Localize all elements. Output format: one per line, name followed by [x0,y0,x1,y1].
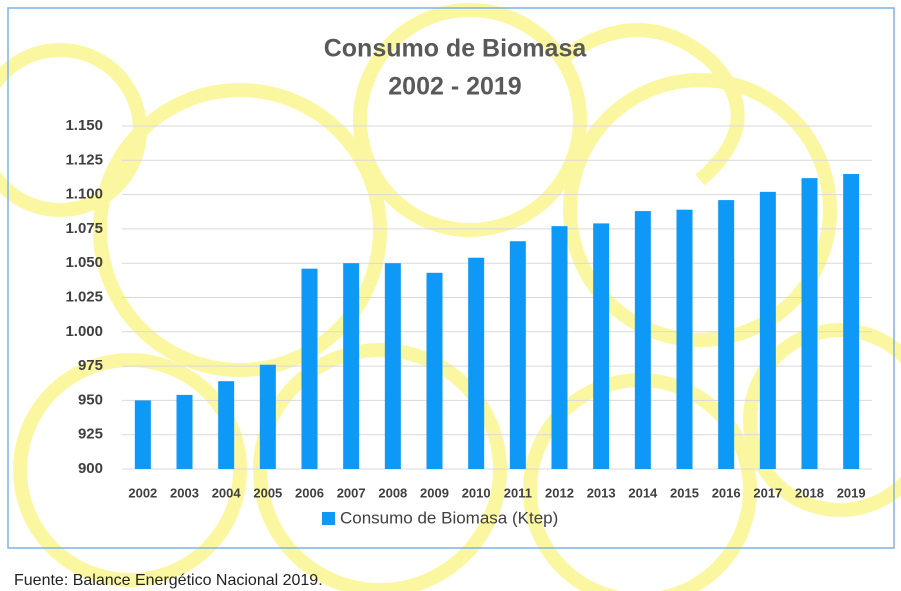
x-tick-label: 2015 [670,485,699,500]
y-tick-label: 1.000 [65,323,103,340]
y-tick-label: 1.150 [65,117,103,134]
x-tick-label: 2005 [253,485,282,500]
chart-subtitle: 2002 - 2019 [388,73,521,101]
x-tick-label: 2013 [587,485,616,500]
bar [176,394,193,469]
y-tick-label: 1.100 [65,186,103,203]
bar [551,226,568,469]
x-tick-label: 2017 [753,485,782,500]
bar [843,174,860,469]
x-tick-label: 2011 [504,485,532,500]
y-tick-label: 925 [78,426,103,443]
y-tick-label: 1.025 [65,288,103,305]
chart-title: Consumo de Biomasa [324,35,588,63]
bar [134,400,151,469]
x-tick-label: 2003 [170,485,199,500]
y-tick-label: 975 [78,357,103,374]
bar [634,211,651,469]
bar [384,263,401,469]
bar [468,257,485,469]
x-tick-label: 2019 [837,485,866,500]
x-tick-label: 2014 [628,485,658,500]
chart-border [7,7,895,549]
y-tick-label: 950 [78,391,103,408]
x-tick-label: 2004 [212,485,242,500]
bar [801,178,818,470]
x-tick-label: 2006 [295,485,324,500]
legend-swatch [322,512,335,525]
x-tick-label: 2008 [378,485,407,500]
bar [718,200,735,469]
bar [676,209,693,469]
x-tick-label: 2012 [545,485,574,500]
bar [759,191,776,469]
x-tick-label: 2009 [420,485,449,500]
x-tick-label: 2002 [128,485,157,500]
bar [593,223,610,469]
x-tick-label: 2016 [712,485,741,500]
bar [259,364,276,469]
bar [218,381,235,469]
bar [509,241,526,469]
y-tick-label: 1.050 [65,254,103,271]
legend-label: Consumo de Biomasa (Ktep) [340,508,558,527]
background-swirls [0,3,901,591]
x-tick-label: 2007 [337,485,366,500]
bar [343,263,360,469]
source-note: Fuente: Balance Energético Nacional 2019… [14,572,323,589]
x-tick-label: 2018 [795,485,824,500]
y-tick-label: 900 [78,460,103,477]
y-tick-label: 1.075 [65,220,103,237]
bar [426,272,443,469]
bar [301,268,318,469]
x-tick-label: 2010 [462,485,491,500]
y-tick-label: 1.125 [65,151,103,168]
